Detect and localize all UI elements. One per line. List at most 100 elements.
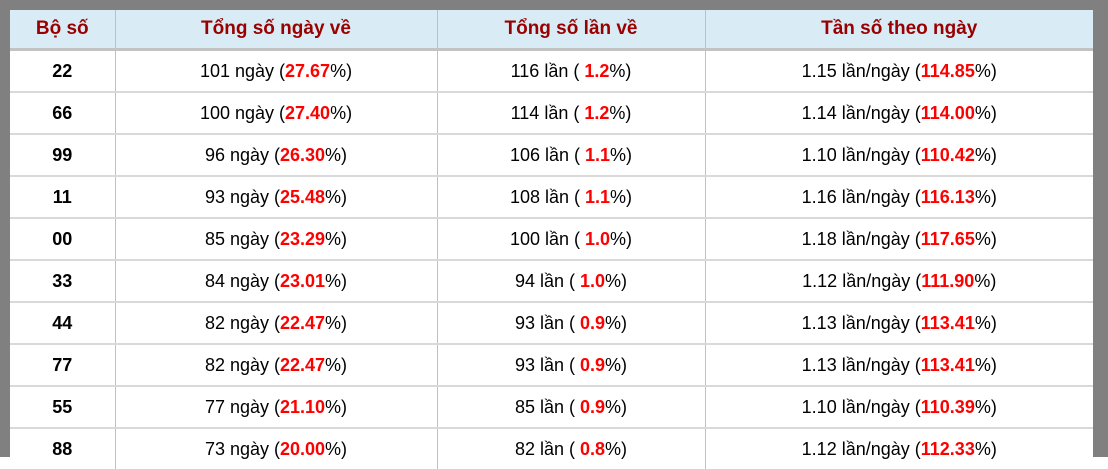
pair-cell: 99 — [10, 134, 115, 176]
open-paren: ( — [269, 313, 280, 333]
close-paren: %) — [605, 397, 627, 417]
times-percent: 1.0 — [580, 271, 605, 291]
days-percent: 22.47 — [280, 313, 325, 333]
open-paren: ( — [569, 145, 585, 165]
times-cell: 116 lần ( 1.2%) — [437, 50, 705, 93]
days-cell: 101 ngày (27.67%) — [115, 50, 437, 93]
close-paren: %) — [610, 145, 632, 165]
close-paren: %) — [325, 145, 347, 165]
pair-cell: 44 — [10, 302, 115, 344]
times-cell: 94 lần ( 1.0%) — [437, 260, 705, 302]
frequency-percent: 113.41 — [921, 313, 975, 333]
close-paren: %) — [325, 397, 347, 417]
table-row: 33 84 ngày (23.01%) 94 lần ( 1.0%) 1.12 … — [10, 260, 1093, 302]
frequency-percent: 112.33 — [921, 439, 975, 459]
close-paren: %) — [975, 313, 997, 333]
close-paren: %) — [610, 187, 632, 207]
column-header-frequency: Tần số theo ngày — [705, 10, 1093, 50]
days-cell: 82 ngày (22.47%) — [115, 302, 437, 344]
table-body: 22 101 ngày (27.67%) 116 lần ( 1.2%) 1.1… — [10, 50, 1093, 469]
table-row: 66 100 ngày (27.40%) 114 lần ( 1.2%) 1.1… — [10, 92, 1093, 134]
days-percent: 20.00 — [280, 439, 325, 459]
frequency-cell: 1.14 lần/ngày (114.00%) — [705, 92, 1093, 134]
times-percent: 1.1 — [585, 145, 610, 165]
frequency-percent: 114.00 — [921, 103, 975, 123]
pair-cell: 11 — [10, 176, 115, 218]
times-percent: 1.0 — [585, 229, 610, 249]
frequency-cell: 1.10 lần/ngày (110.42%) — [705, 134, 1093, 176]
open-paren: ( — [564, 439, 580, 459]
frequency-percent: 110.39 — [921, 397, 975, 417]
frequency-cell: 1.18 lần/ngày (117.65%) — [705, 218, 1093, 260]
frequency-value: 1.13 lần/ngày — [802, 355, 910, 375]
days-value: 96 ngày — [205, 145, 269, 165]
days-cell: 85 ngày (23.29%) — [115, 218, 437, 260]
close-paren: %) — [975, 355, 997, 375]
column-header-pair: Bộ số — [10, 10, 115, 50]
close-paren: %) — [605, 355, 627, 375]
days-percent: 26.30 — [280, 145, 325, 165]
open-paren: ( — [568, 61, 584, 81]
times-percent: 1.2 — [584, 103, 609, 123]
frequency-value: 1.18 lần/ngày — [802, 229, 910, 249]
open-paren: ( — [564, 397, 580, 417]
times-cell: 93 lần ( 0.9%) — [437, 302, 705, 344]
frequency-cell: 1.13 lần/ngày (113.41%) — [705, 302, 1093, 344]
frequency-percent: 117.65 — [921, 229, 975, 249]
close-paren: %) — [325, 439, 347, 459]
table-row: 88 73 ngày (20.00%) 82 lần ( 0.8%) 1.12 … — [10, 428, 1093, 469]
times-cell: 114 lần ( 1.2%) — [437, 92, 705, 134]
lottery-pair-statistics-table: Bộ số Tổng số ngày về Tổng số lần về Tần… — [10, 10, 1093, 469]
table-row: 00 85 ngày (23.29%) 100 lần ( 1.0%) 1.18… — [10, 218, 1093, 260]
days-value: 73 ngày — [205, 439, 269, 459]
open-paren: ( — [269, 145, 280, 165]
open-paren: ( — [564, 271, 580, 291]
table-row: 77 82 ngày (22.47%) 93 lần ( 0.9%) 1.13 … — [10, 344, 1093, 386]
close-paren: %) — [325, 271, 347, 291]
open-paren: ( — [274, 103, 285, 123]
close-paren: %) — [325, 313, 347, 333]
frequency-cell: 1.15 lần/ngày (114.85%) — [705, 50, 1093, 93]
open-paren: ( — [569, 229, 585, 249]
open-paren: ( — [269, 397, 280, 417]
close-paren: %) — [605, 313, 627, 333]
table-row: 44 82 ngày (22.47%) 93 lần ( 0.9%) 1.13 … — [10, 302, 1093, 344]
close-paren: %) — [330, 61, 352, 81]
times-value: 85 lần — [515, 397, 564, 417]
close-paren: %) — [975, 145, 997, 165]
times-value: 108 lần — [510, 187, 569, 207]
open-paren: ( — [269, 439, 280, 459]
times-cell: 85 lần ( 0.9%) — [437, 386, 705, 428]
open-paren: ( — [910, 439, 921, 459]
frequency-cell: 1.10 lần/ngày (110.39%) — [705, 386, 1093, 428]
times-cell: 108 lần ( 1.1%) — [437, 176, 705, 218]
days-cell: 82 ngày (22.47%) — [115, 344, 437, 386]
times-percent: 0.9 — [580, 397, 605, 417]
open-paren: ( — [269, 271, 280, 291]
table-row: 55 77 ngày (21.10%) 85 lần ( 0.9%) 1.10 … — [10, 386, 1093, 428]
days-value: 77 ngày — [205, 397, 269, 417]
open-paren: ( — [564, 355, 580, 375]
times-cell: 106 lần ( 1.1%) — [437, 134, 705, 176]
days-cell: 93 ngày (25.48%) — [115, 176, 437, 218]
frequency-percent: 113.41 — [921, 355, 975, 375]
table-row: 11 93 ngày (25.48%) 108 lần ( 1.1%) 1.16… — [10, 176, 1093, 218]
close-paren: %) — [975, 229, 997, 249]
close-paren: %) — [609, 103, 631, 123]
frequency-cell: 1.13 lần/ngày (113.41%) — [705, 344, 1093, 386]
days-percent: 27.67 — [285, 61, 330, 81]
frequency-value: 1.13 lần/ngày — [802, 313, 910, 333]
times-percent: 1.1 — [585, 187, 610, 207]
close-paren: %) — [325, 229, 347, 249]
open-paren: ( — [910, 229, 921, 249]
days-percent: 27.40 — [285, 103, 330, 123]
times-value: 93 lần — [515, 313, 564, 333]
times-value: 93 lần — [515, 355, 564, 375]
frequency-percent: 111.90 — [921, 271, 974, 291]
close-paren: %) — [610, 229, 632, 249]
table-row: 99 96 ngày (26.30%) 106 lần ( 1.1%) 1.10… — [10, 134, 1093, 176]
times-value: 106 lần — [510, 145, 569, 165]
days-cell: 84 ngày (23.01%) — [115, 260, 437, 302]
close-paren: %) — [605, 439, 627, 459]
days-cell: 73 ngày (20.00%) — [115, 428, 437, 469]
